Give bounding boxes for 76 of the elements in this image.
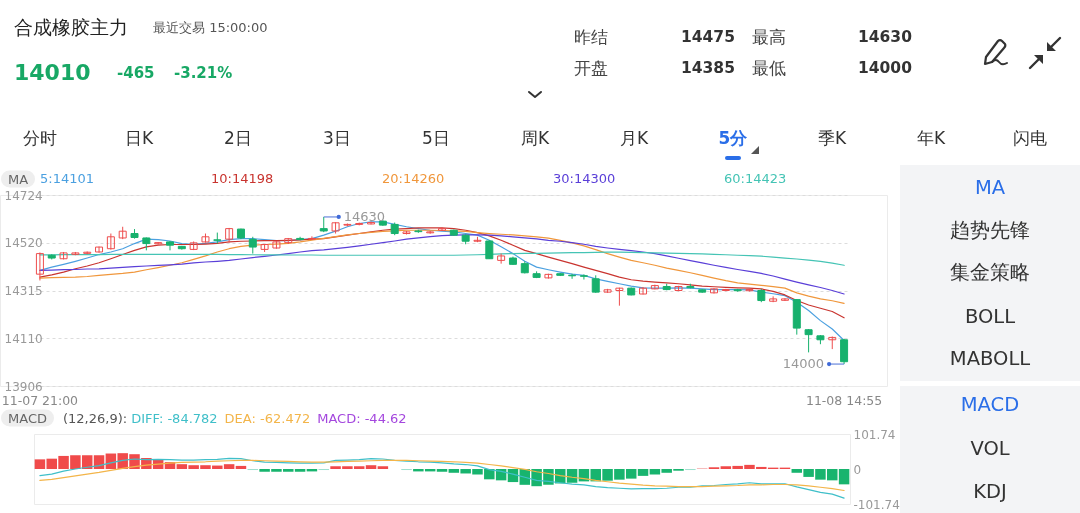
text: 日K [124, 127, 154, 149]
text: 最近交易 15:00:00 [153, 20, 268, 36]
y-tick-label: 13906 [4, 379, 43, 394]
candlestick [485, 239, 494, 260]
candlestick [35, 251, 44, 281]
y-tick-label: 0 [853, 462, 862, 477]
candlestick [95, 246, 104, 254]
text: MA [974, 176, 1006, 200]
annotation: 14630 [343, 208, 386, 224]
text: 年K [916, 127, 946, 149]
text: MACD: -44.62 [317, 410, 407, 426]
text: 最高 [752, 26, 786, 48]
candlestick [710, 287, 718, 295]
text: MACD [960, 393, 1020, 417]
text: 14630 [858, 27, 912, 47]
text: (12,26,9): [62, 410, 128, 426]
legend-title: MACD [1, 409, 54, 427]
bar [436, 469, 448, 472]
candlestick [579, 273, 588, 281]
text: 闪电 [1013, 127, 1047, 149]
annotation: 14000 [782, 356, 825, 372]
bar [637, 469, 649, 476]
text: 合成橡胶主力 [14, 16, 128, 40]
x-tick-label: 11-08 14:55 [805, 392, 883, 408]
text: 60:14423 [724, 171, 787, 187]
text: 20:14260 [382, 171, 445, 187]
text: 分时 [23, 127, 57, 149]
y-tick-label: -101.74 [853, 497, 900, 512]
text: 5分 [718, 127, 748, 149]
text: 30:14300 [553, 171, 616, 187]
text: 月K [619, 127, 649, 149]
text: 14475 [681, 27, 735, 47]
text: 14010 [14, 59, 91, 87]
bar [377, 466, 389, 469]
candlestick [769, 295, 778, 303]
text: 3日 [323, 127, 351, 149]
text: 周K [520, 127, 550, 149]
text: KDJ [973, 480, 1007, 504]
text: 5:14101 [40, 171, 95, 187]
text: 14000 [858, 58, 912, 78]
text: BOLL [964, 305, 1016, 329]
text: 季K [817, 127, 847, 149]
text: 2日 [224, 127, 252, 149]
text: -3.21% [174, 64, 233, 82]
line-series [39, 459, 845, 492]
y-tick-label: 14520 [4, 236, 43, 251]
legend-title: MA [1, 170, 36, 188]
text: 14385 [681, 58, 735, 78]
bar [235, 465, 247, 469]
candlestick [804, 328, 813, 353]
candlestick [438, 226, 446, 232]
candlestick [106, 233, 115, 251]
candlestick [639, 286, 648, 295]
text: 集金策略 [950, 261, 1030, 285]
candlestick [307, 235, 316, 241]
bar [365, 465, 377, 469]
candlestick [497, 253, 506, 265]
x-tick-label: 11-07 21:00 [1, 392, 79, 408]
y-tick-label: 101.74 [853, 427, 896, 442]
text: -465 [117, 64, 155, 82]
candlestick [225, 227, 234, 244]
line-series [39, 457, 845, 499]
text: DEA: -62.472 [224, 410, 311, 426]
text: DIFF: -84.782 [131, 410, 218, 426]
text: MABOLL [949, 347, 1031, 371]
y-tick-label: 14110 [4, 331, 43, 346]
y-tick-label: 14315 [4, 284, 43, 298]
text: VOL [970, 437, 1010, 461]
text: 5日 [422, 127, 450, 149]
text: 10:14198 [211, 171, 274, 187]
y-tick-label: 14724 [4, 188, 43, 203]
text: 开盘 [574, 57, 608, 79]
text: 趋势先锋 [950, 219, 1030, 243]
text: 昨结 [574, 26, 608, 48]
text: 最低 [752, 57, 786, 79]
candlestick [840, 338, 849, 365]
